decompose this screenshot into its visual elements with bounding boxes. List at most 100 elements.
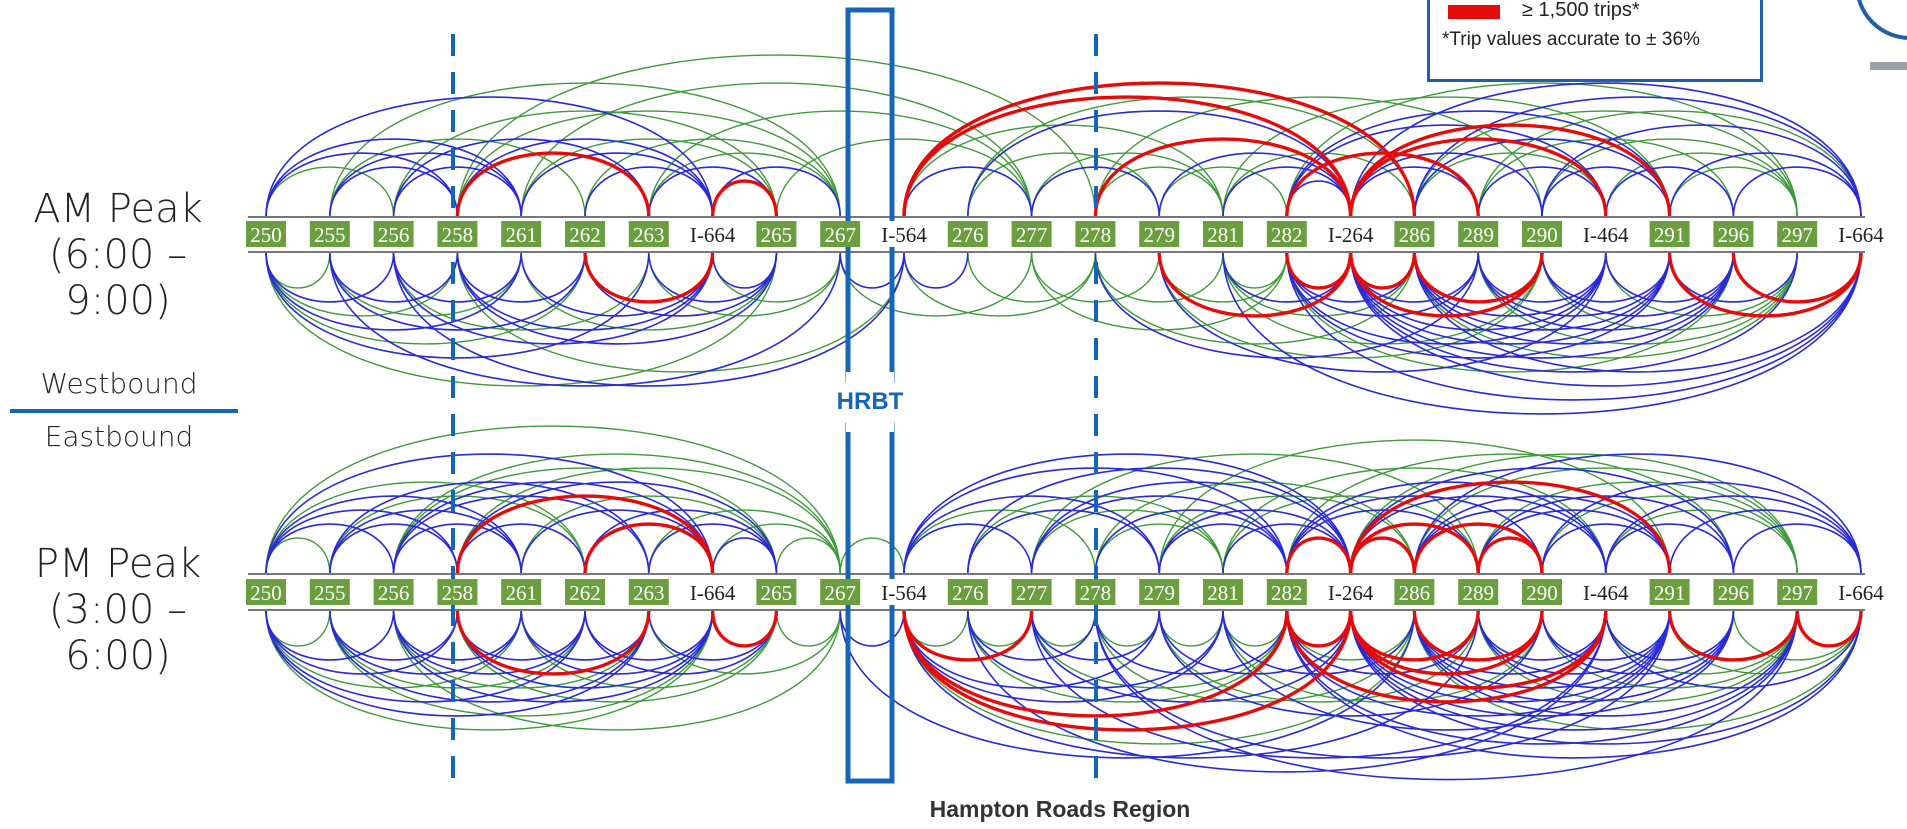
am-interchange-badge bbox=[820, 221, 861, 247]
am-interchange-label: I-464 bbox=[1583, 223, 1629, 247]
pm-eastbound-low-flow-arc bbox=[584, 609, 714, 661]
am-eastbound-low-flow-arc bbox=[1286, 251, 1479, 317]
am-eastbound-low-flow-arc bbox=[1286, 251, 1862, 401]
pm-westbound-high-flow-arc bbox=[1476, 536, 1544, 575]
am-westbound-mid-flow-arc bbox=[1158, 166, 1288, 218]
legend-box: ≥ 1,500 trips* *Trip values accurate to … bbox=[1427, 0, 1763, 82]
pm-westbound-low-flow-arc bbox=[1158, 523, 1288, 575]
am-westbound-mid-flow-arc bbox=[1094, 96, 1543, 218]
pm-eastbound-low-flow-arc bbox=[839, 609, 1416, 759]
am-eastbound-low-flow-arc bbox=[456, 251, 586, 303]
am-eastbound-mid-flow-arc bbox=[1477, 251, 1798, 345]
pm-westbound-mid-flow-arc bbox=[1349, 453, 1798, 575]
am-westbound-mid-flow-arc bbox=[265, 166, 395, 218]
pm-peak-label: PM Peak bbox=[34, 541, 202, 587]
hrbt-label: HRBT bbox=[836, 388, 904, 415]
pm-westbound-low-flow-arc bbox=[1605, 495, 1862, 575]
pm-eastbound-mid-flow-arc bbox=[1413, 609, 1862, 731]
pm-eastbound-low-flow-arc bbox=[1349, 609, 1798, 731]
pm-eastbound-low-flow-arc bbox=[1030, 609, 1607, 759]
am-eastbound-mid-flow-arc bbox=[1030, 251, 1288, 331]
pm-westbound-mid-flow-arc bbox=[775, 537, 841, 575]
pm-interchange-label: 277 bbox=[1016, 581, 1048, 605]
am-westbound-mid-flow-arc bbox=[456, 54, 1097, 218]
am-interchange-label: 263 bbox=[633, 223, 665, 247]
pm-eastbound-mid-flow-arc bbox=[265, 609, 522, 689]
am-eastbound-low-flow-arc bbox=[392, 251, 522, 303]
am-westbound-mid-flow-arc bbox=[1222, 96, 1671, 218]
pm-eastbound-mid-flow-arc bbox=[265, 609, 714, 731]
pm-westbound-mid-flow-arc bbox=[265, 481, 586, 575]
pm-eastbound-low-flow-arc bbox=[392, 609, 522, 661]
am-interchange-badge bbox=[1075, 221, 1116, 247]
am-eastbound-mid-flow-arc bbox=[1094, 251, 1224, 303]
am-eastbound-mid-flow-arc bbox=[265, 251, 586, 345]
am-interchange-label: 262 bbox=[569, 223, 601, 247]
pm-interchange-badge bbox=[501, 579, 542, 605]
am-interchange-badge bbox=[1713, 221, 1754, 247]
am-eastbound-low-flow-arc bbox=[839, 251, 905, 289]
pm-eastbound-low-flow-arc bbox=[1286, 609, 1862, 759]
pm-eastbound-mid-flow-arc bbox=[967, 609, 1288, 703]
pm-eastbound-low-flow-arc bbox=[1477, 609, 1735, 689]
pm-eastbound-low-flow-arc bbox=[1349, 609, 1735, 717]
pm-eastbound-low-flow-arc bbox=[1094, 609, 1288, 675]
am-interchange-label: 250 bbox=[250, 223, 282, 247]
pm-interchange-label: I-664 bbox=[1838, 581, 1884, 605]
am-interchange-label: I-664 bbox=[1838, 223, 1884, 247]
pm-westbound-mid-flow-arc bbox=[1413, 467, 1798, 575]
pm-interchange-badge bbox=[565, 579, 605, 605]
am-interchange-label: 279 bbox=[1143, 223, 1175, 247]
pm-eastbound-low-flow-arc bbox=[967, 609, 1097, 661]
am-eastbound-low-flow-arc bbox=[1413, 251, 1671, 331]
pm-eastbound-low-flow-arc bbox=[1286, 609, 1671, 717]
am-eastbound-high-flow-arc bbox=[1412, 251, 1544, 304]
am-peak-time: (6:00 – 9:00) bbox=[48, 232, 188, 324]
pm-interchange-badge bbox=[756, 579, 797, 605]
pm-westbound-low-flow-arc bbox=[1732, 523, 1862, 575]
am-eastbound-low-flow-arc bbox=[329, 251, 586, 331]
pm-interchange-badge bbox=[437, 579, 478, 605]
pm-westbound-low-flow-arc bbox=[329, 481, 650, 575]
am-interchange-label: 265 bbox=[761, 223, 793, 247]
pm-eastbound-low-flow-arc bbox=[839, 609, 905, 647]
am-interchange-label: I-664 bbox=[690, 223, 736, 247]
am-westbound-mid-flow-arc bbox=[1030, 152, 1224, 218]
pm-westbound-low-flow-arc bbox=[903, 453, 1352, 575]
am-interchange-bg bbox=[1575, 221, 1636, 247]
pm-eastbound-low-flow-arc bbox=[903, 609, 1224, 703]
am-interchange-badge bbox=[1649, 221, 1690, 247]
am-eastbound-low-flow-arc bbox=[1349, 251, 1735, 359]
pm-interchange-badge bbox=[1011, 579, 1052, 605]
pm-westbound-mid-flow-arc bbox=[1030, 509, 1224, 575]
am-westbound-low-flow-arc bbox=[1286, 110, 1671, 218]
pm-westbound-low-flow-arc bbox=[1477, 509, 1671, 575]
am-eastbound-mid-flow-arc bbox=[839, 251, 1033, 317]
pm-interchange-labels: 250 255 256 258 261 262 263 I-664 265 267 I-564 276… bbox=[246, 579, 1891, 605]
pm-westbound-low-flow-arc bbox=[392, 495, 650, 575]
pm-eastbound-mid-flow-arc bbox=[392, 609, 841, 731]
am-eastbound-mid-flow-arc bbox=[265, 251, 778, 387]
am-westbound-low-flow-arc bbox=[1605, 166, 1735, 218]
pm-eastbound-low-flow-arc bbox=[1605, 609, 1862, 689]
pm-eastbound-low-flow-arc bbox=[967, 609, 1607, 773]
am-eastbound-low-flow-arc bbox=[903, 251, 969, 289]
pm-eastbound-low-flow-arc bbox=[1605, 609, 1735, 661]
am-interchange-label: 278 bbox=[1080, 223, 1112, 247]
pm-interchange-label: 296 bbox=[1718, 581, 1750, 605]
am-interchange-label: 286 bbox=[1399, 223, 1431, 247]
pm-westbound-low-flow-arc bbox=[967, 467, 1352, 575]
pm-westbound-low-flow-arc bbox=[329, 509, 522, 575]
pm-interchange-bg bbox=[874, 579, 934, 605]
am-eastbound-low-flow-arc bbox=[456, 251, 714, 331]
pm-panel-title: PM Peak (3:00 – 6:00) bbox=[0, 541, 236, 679]
am-eastbound-mid-flow-arc bbox=[1158, 251, 1543, 359]
pm-westbound-mid-flow-arc bbox=[456, 467, 841, 575]
am-interchange-badge bbox=[1266, 221, 1307, 247]
pm-interchange-badge bbox=[1522, 579, 1562, 605]
am-interchange-badge bbox=[1203, 221, 1243, 247]
am-interchange-badge bbox=[437, 221, 478, 247]
pm-eastbound-low-flow-arc bbox=[392, 609, 586, 675]
am-eastbound-low-flow-arc bbox=[1349, 251, 1862, 387]
